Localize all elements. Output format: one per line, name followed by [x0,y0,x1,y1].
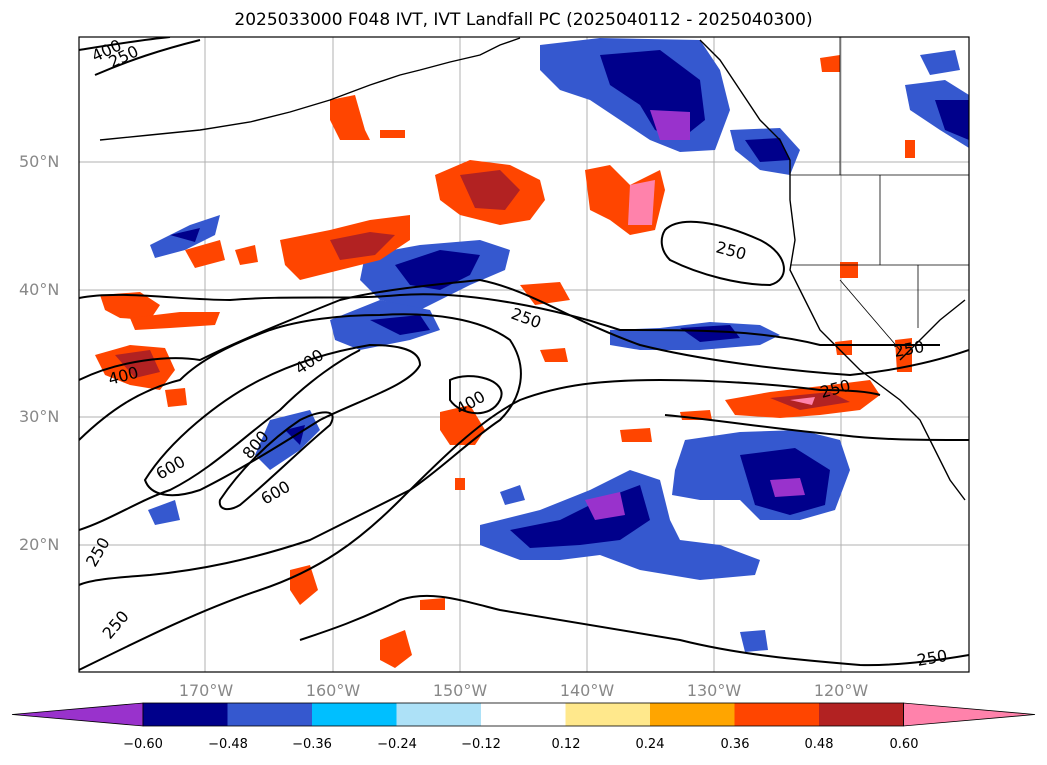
colorbar-tick-1: −0.60 [123,737,163,752]
lat-label-20: 20°N [19,535,60,554]
map-title: 2025033000 F048 IVT, IVT Landfall PC (20… [234,10,813,30]
colorbar-segment [312,703,397,726]
colorbar-segment [650,703,735,726]
plot-frame [78,36,970,673]
colorbar-tick-7: 0.24 [635,737,665,752]
borders [790,37,969,351]
lon-label-160w: 160°W [305,681,361,700]
lat-label-30: 30°N [19,407,60,426]
colorbar-tick-4: −0.24 [377,737,417,752]
colorbar [11,702,1036,727]
colorbar-tick-8: 0.36 [720,737,750,752]
lat-label-40: 40°N [19,280,60,299]
colorbar-tick-5: −0.12 [461,737,501,752]
colorbar-segment [481,703,566,726]
colorbar-extend-high [903,702,1036,727]
lon-label-120w: 120°W [813,681,869,700]
negative-pc-regions [148,38,969,652]
colorbar-tick-3: −0.36 [292,737,332,752]
colorbar-frame [142,702,904,727]
coastlines [99,37,966,501]
colorbar-tick-9: 0.48 [804,737,834,752]
colorbar-segment [565,703,651,726]
colorbar-tick-10: 0.60 [889,737,919,752]
colorbar-segment [143,703,228,726]
colorbar-segment [819,703,904,726]
colorbar-tick-6: 0.12 [551,737,581,752]
colorbar-segment [227,703,313,726]
colorbar-tick-2: −0.48 [208,737,248,752]
lon-label-130w: 130°W [686,681,742,700]
lon-label-150w: 150°W [432,681,488,700]
lon-label-170w: 170°W [178,681,234,700]
lon-label-140w: 140°W [559,681,615,700]
lat-label-50: 50°N [19,152,60,171]
colorbar-extend-low [11,702,144,727]
colorbar-segment [734,703,820,726]
plot-area [79,37,969,672]
ivt-contours [79,37,969,671]
colorbar-segment [396,703,482,726]
